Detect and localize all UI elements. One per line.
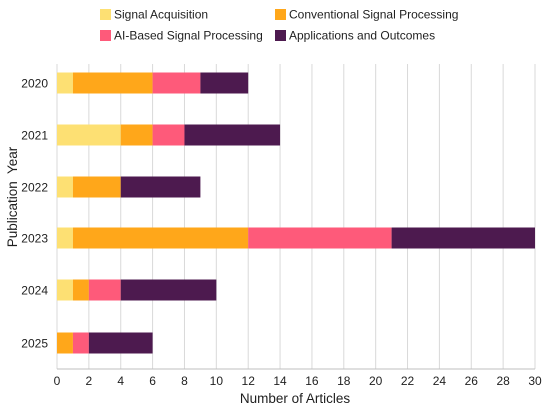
x-tick-label-4: 8 [181,374,188,388]
x-tick-label-11: 22 [401,374,415,388]
x-tick-label-5: 10 [210,374,224,388]
legend: Signal Acquisition Conventional Signal Pr… [100,8,458,43]
x-axis-title: Number of Articles [240,391,351,406]
x-tick-label-8: 16 [305,374,319,388]
bar-2023-series-1 [72,227,249,249]
bar-2020-series-3 [200,72,249,94]
bar-2023-series-3 [391,227,535,249]
x-tick-label-14: 28 [496,374,510,388]
bar-2024-series-0 [57,279,73,301]
y-axis-title: Publication Year [5,146,20,247]
bar-2020-series-1 [72,72,153,94]
bar-2021-series-1 [120,124,153,146]
legend-label-3: Applications and Outcomes [289,29,435,43]
bar-2025-series-1 [57,332,73,354]
bars [57,72,535,354]
x-tick-label-12: 24 [433,374,447,388]
y-tick-label-2020: 2020 [21,77,48,91]
x-tick-label-13: 26 [465,374,479,388]
x-tick-label-9: 18 [337,374,351,388]
y-tick-label-2023: 2023 [21,232,48,246]
bar-2022-series-0 [57,176,73,198]
legend-label-1: Conventional Signal Processing [289,8,458,22]
x-tick-label-6: 12 [242,374,256,388]
y-tick-label-2024: 2024 [21,284,48,298]
x-tick-label-15: 30 [528,374,542,388]
grid-lines [56,64,536,370]
x-tick-label-0: 0 [54,374,61,388]
bar-2025-series-2 [72,332,89,354]
y-tick-label-2021: 2021 [21,129,48,143]
bar-2021-series-2 [152,124,185,146]
bar-2020-series-2 [152,72,201,94]
bar-2025-series-3 [88,332,153,354]
x-tick-label-10: 20 [369,374,383,388]
bar-2022-series-3 [120,176,201,198]
legend-swatch-1 [275,9,286,20]
y-axis-ticks: 2020 2021 2022 2023 2024 2025 [21,77,48,351]
y-tick-label-2022: 2022 [21,181,48,195]
legend-label-2: AI-Based Signal Processing [114,29,263,43]
bar-2021-series-0 [57,124,121,146]
legend-swatch-3 [275,30,286,41]
bar-2024-series-2 [88,279,121,301]
y-tick-label-2025: 2025 [21,337,48,351]
legend-swatch-0 [100,9,111,20]
bar-2021-series-3 [184,124,281,146]
bar-2024-series-1 [72,279,89,301]
x-tick-label-1: 2 [86,374,93,388]
bar-2023-series-2 [248,227,392,249]
bar-2020-series-0 [57,72,73,94]
x-tick-label-7: 14 [273,374,287,388]
bar-2024-series-3 [120,279,217,301]
x-tick-label-2: 4 [117,374,124,388]
legend-label-0: Signal Acquisition [114,8,208,22]
bar-2022-series-1 [72,176,121,198]
x-tick-label-3: 6 [149,374,156,388]
bar-2023-series-0 [57,227,73,249]
x-axis-ticks: 0 2 4 6 8 10 12 14 16 18 20 22 24 26 28 30 [54,374,542,388]
legend-swatch-2 [100,30,111,41]
